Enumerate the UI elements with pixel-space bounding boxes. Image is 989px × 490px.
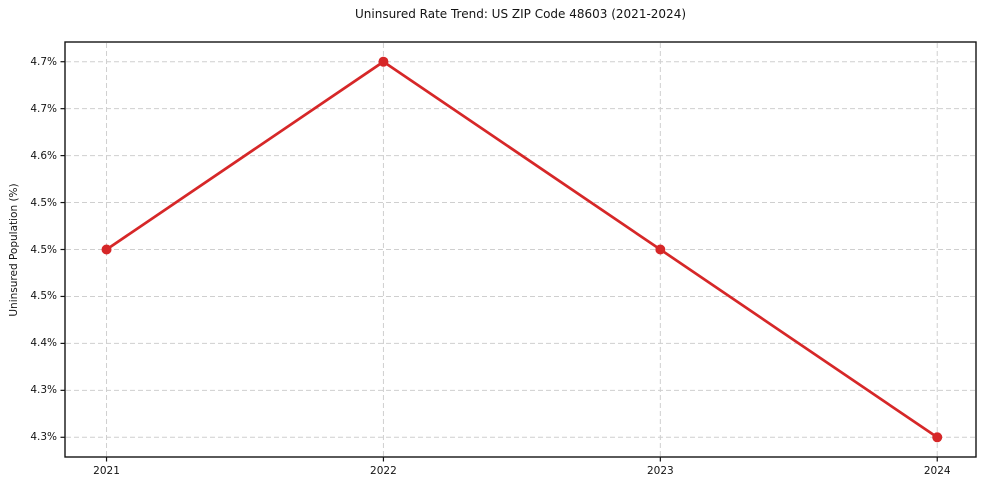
- data-point-marker: [101, 244, 112, 255]
- data-point-marker: [378, 56, 389, 67]
- x-tick-label: 2021: [93, 465, 120, 477]
- y-tick-label: 4.7%: [30, 55, 57, 68]
- y-tick-label: 4.5%: [30, 196, 57, 209]
- axes-spines: [64, 41, 977, 458]
- y-tick-label: 4.6%: [30, 149, 57, 162]
- data-point-marker: [655, 244, 666, 255]
- y-tick-label: 4.3%: [30, 431, 57, 444]
- y-tick-label: 4.7%: [30, 102, 57, 115]
- chart-title: Uninsured Rate Trend: US ZIP Code 48603 …: [354, 7, 687, 21]
- trend-line: [105, 60, 939, 439]
- x-tick-label: 2023: [646, 465, 674, 477]
- data-point-marker: [932, 432, 943, 443]
- x-tick-label: 2022: [370, 465, 397, 477]
- y-tick-label: 4.4%: [30, 337, 57, 350]
- y-tick-label: 4.5%: [30, 243, 57, 256]
- y-tick-label: 4.5%: [30, 290, 57, 303]
- y-tick-label: 4.3%: [30, 384, 57, 397]
- x-tick-label: 2024: [923, 465, 951, 477]
